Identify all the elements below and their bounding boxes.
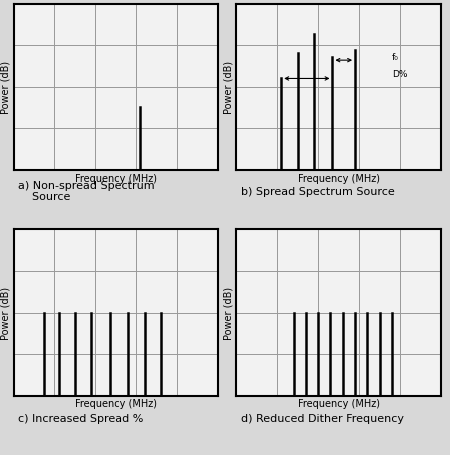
X-axis label: Frequency (MHz): Frequency (MHz): [297, 399, 380, 409]
X-axis label: Frequency (MHz): Frequency (MHz): [75, 399, 157, 409]
Y-axis label: Power (dB): Power (dB): [1, 61, 11, 114]
Text: f₀: f₀: [392, 53, 399, 62]
Text: a) Non-spread Spectrum
    Source: a) Non-spread Spectrum Source: [18, 180, 155, 202]
X-axis label: Frequency (MHz): Frequency (MHz): [297, 173, 380, 183]
Y-axis label: Power (dB): Power (dB): [224, 286, 234, 339]
Text: c) Increased Spread %: c) Increased Spread %: [18, 414, 144, 423]
Y-axis label: Power (dB): Power (dB): [224, 61, 234, 114]
Text: d) Reduced Dither Frequency: d) Reduced Dither Frequency: [241, 414, 404, 423]
Text: D%: D%: [392, 70, 407, 79]
Y-axis label: Power (dB): Power (dB): [1, 286, 11, 339]
X-axis label: Frequency (MHz): Frequency (MHz): [75, 173, 157, 183]
Text: b) Spread Spectrum Source: b) Spread Spectrum Source: [241, 186, 395, 196]
